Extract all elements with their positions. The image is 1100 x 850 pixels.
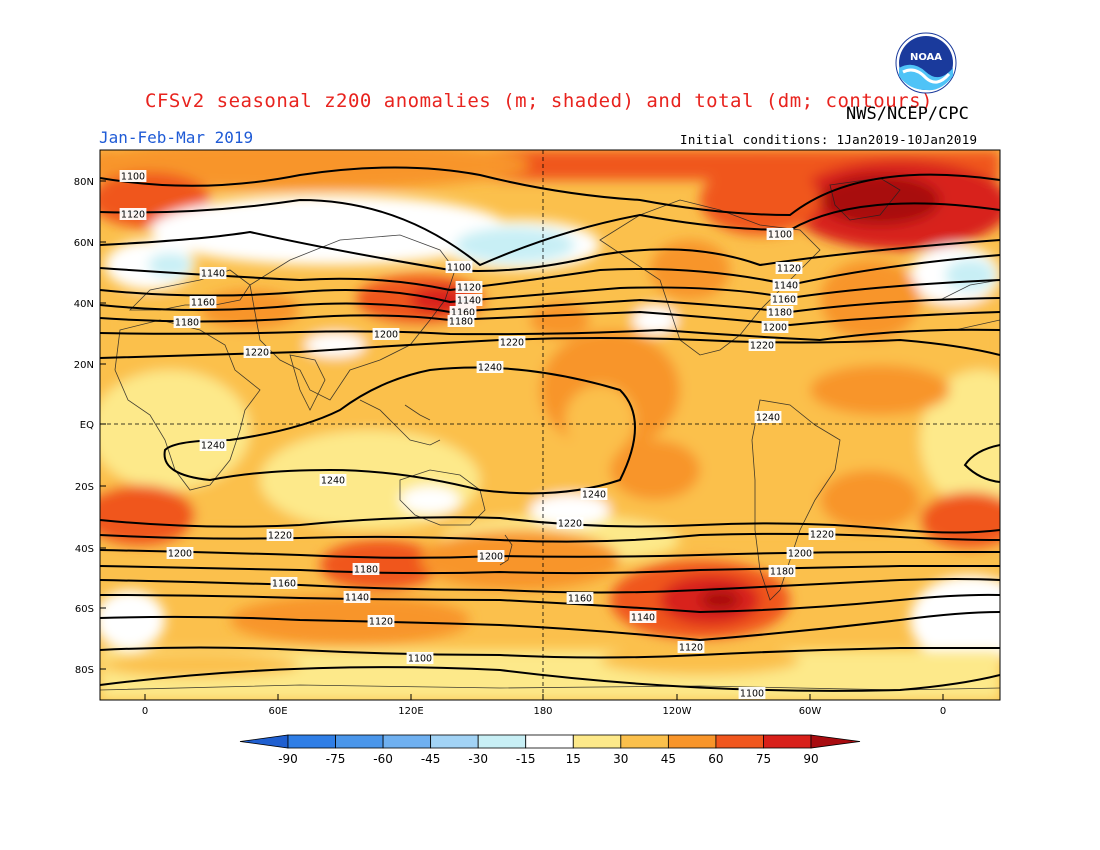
colorbar-tick-label: 15: [566, 752, 581, 766]
period-label: Jan-Feb-Mar 2019: [99, 128, 254, 147]
contour-label: 1220: [750, 341, 774, 352]
contour-label: 1240: [321, 476, 345, 487]
contour-label: 1100: [447, 263, 471, 274]
contour-label: 1160: [191, 298, 215, 309]
colorbar-swatch: [430, 734, 479, 749]
contour-label: 1120: [457, 283, 481, 294]
colorbar-swatch: [525, 734, 574, 749]
contour-label: 1220: [500, 338, 524, 349]
contour-label: 1120: [679, 643, 703, 654]
contour-label: 1200: [168, 549, 192, 560]
lon-tick-label: 120E: [398, 706, 423, 717]
colorbar-swatch: [763, 734, 812, 749]
lat-tick-label: 80N: [74, 177, 94, 188]
contour-label: 1180: [354, 565, 378, 576]
contour-label: 1240: [582, 490, 606, 501]
contour-label: 1140: [631, 613, 655, 624]
colorbar-tick-label: 60: [708, 752, 723, 766]
contour-label: 1200: [374, 330, 398, 341]
contour-label: 1180: [768, 308, 792, 319]
initial-conditions-label: Initial conditions: 1Jan2019-10Jan2019: [680, 132, 978, 147]
contour-label: 1120: [121, 210, 145, 221]
contour-label: 1180: [175, 318, 199, 329]
lat-tick-label: EQ: [80, 420, 94, 431]
colorbar-swatch: [810, 734, 861, 749]
colorbar-swatch: [715, 734, 764, 749]
contour-lines: [100, 166, 1000, 692]
lon-tick-label: 120W: [663, 706, 692, 717]
anomaly-shading: 1100112011401160118012001220124012401240…: [100, 150, 1000, 700]
colorbar-swatch: [382, 734, 432, 749]
contour-label: 1220: [245, 348, 269, 359]
contour-label: 1140: [457, 296, 481, 307]
longitude-axis: 0 60E 120E 180 120W 60W 0: [142, 694, 946, 717]
organization-label: NWS/NCEP/CPC: [846, 104, 969, 124]
map-frame: [99, 149, 1001, 701]
contour-label: 1120: [777, 264, 801, 275]
colorbar-tick-label: -90: [278, 752, 298, 766]
contour-label: 1200: [479, 552, 503, 563]
lat-tick-label: 60N: [74, 238, 94, 249]
colorbar-tick-label: -45: [421, 752, 441, 766]
contour-label: 1200: [788, 549, 812, 560]
noaa-logo-icon: NOAA: [895, 32, 957, 94]
contour-label: 1100: [408, 654, 432, 665]
contour-label: 1200: [763, 323, 787, 334]
colorbar-swatch: [620, 734, 669, 749]
contour-label: 1140: [201, 269, 225, 280]
lon-tick-label: 180: [533, 706, 552, 717]
colorbar-swatch: [477, 734, 527, 749]
contour-label: 1100: [121, 172, 145, 183]
lon-tick-label: 0: [940, 706, 946, 717]
lat-tick-label: 20N: [74, 360, 94, 371]
colorbar-swatch: [239, 734, 289, 749]
contour-label: 1160: [451, 308, 475, 319]
colorbar-tick-label: 90: [803, 752, 818, 766]
colorbar-tick-label: -30: [468, 752, 488, 766]
contour-label: 1180: [449, 317, 473, 328]
contour-label: 1180: [770, 567, 794, 578]
colorbar-swatch: [287, 734, 336, 749]
contour-label: 1160: [772, 295, 796, 306]
contour-label: 1100: [740, 689, 764, 700]
colorbar-tick-label: -75: [326, 752, 346, 766]
lat-tick-label: 80S: [75, 665, 94, 676]
contour-label: 1100: [768, 230, 792, 241]
contour-label: 1220: [268, 531, 292, 542]
contour-label: 1160: [272, 579, 296, 590]
contour-label: 1160: [568, 594, 592, 605]
contour-label: 1140: [345, 593, 369, 604]
colorbar-swatch: [572, 734, 622, 749]
lon-tick-label: 0: [142, 706, 148, 717]
colorbar: -90 -75 -60 -45 -30 -15 15 30 45 60 75 90: [239, 734, 861, 766]
lat-tick-label: 60S: [75, 604, 94, 615]
colorbar-tick-label: -60: [373, 752, 393, 766]
contour-labels: 1100112011401160118012001220124012401240…: [119, 170, 836, 700]
lat-tick-label: 40S: [75, 544, 94, 555]
latitude-axis: 80N 60N 40N 20N EQ 20S 40S 60S 80S: [74, 177, 106, 676]
contour-label: 1140: [774, 281, 798, 292]
colorbar-tick-label: 30: [613, 752, 628, 766]
svg-text:NOAA: NOAA: [910, 52, 942, 63]
colorbar-swatch: [667, 734, 717, 749]
colorbar-tick-label: -15: [516, 752, 536, 766]
colorbar-tick-label: 45: [661, 752, 676, 766]
contour-label: 1240: [756, 413, 780, 424]
colorbar-tick-label: 75: [756, 752, 771, 766]
lon-tick-label: 60E: [268, 706, 287, 717]
lon-tick-label: 60W: [799, 706, 822, 717]
contour-label: 1240: [201, 441, 225, 452]
lat-tick-label: 40N: [74, 299, 94, 310]
chart-title: CFSv2 seasonal z200 anomalies (m; shaded…: [145, 90, 933, 112]
contour-label: 1220: [558, 519, 582, 530]
lat-tick-label: 20S: [75, 482, 94, 493]
coastlines: [100, 177, 1000, 691]
contour-label: 1120: [369, 617, 393, 628]
contour-label: 1220: [810, 530, 834, 541]
colorbar-swatch: [335, 734, 384, 749]
contour-label: 1240: [478, 363, 502, 374]
